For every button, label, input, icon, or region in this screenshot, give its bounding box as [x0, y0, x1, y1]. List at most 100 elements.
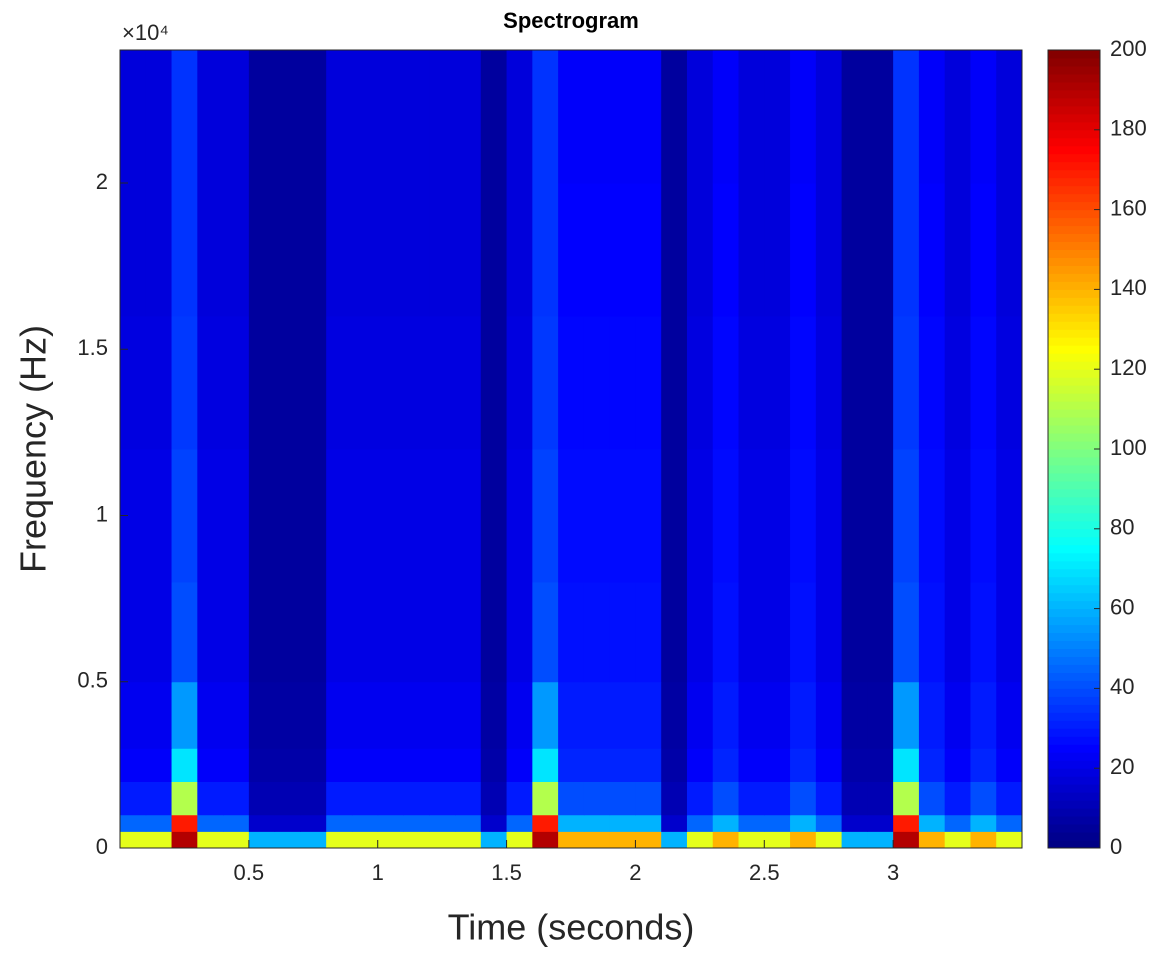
- spectrogram-cell: [300, 781, 327, 816]
- spectrogram-cell: [171, 316, 198, 450]
- spectrogram-cell: [223, 748, 250, 782]
- spectrogram-cell: [377, 50, 404, 184]
- spectrogram-cell: [403, 814, 430, 832]
- colorbar-swatch: [1048, 73, 1100, 83]
- spectrogram-cell: [609, 831, 636, 849]
- spectrogram-cell: [996, 50, 1023, 184]
- spectrogram-cell: [326, 316, 353, 450]
- spectrogram-cell: [480, 582, 508, 683]
- spectrogram-cell: [944, 183, 971, 317]
- colorbar-swatch: [1048, 185, 1100, 195]
- colorbar-swatch: [1048, 217, 1100, 227]
- colorbar-swatch: [1048, 776, 1100, 785]
- spectrogram-cell: [351, 316, 379, 450]
- colorbar-swatch: [1048, 600, 1100, 610]
- spectrogram-cell: [506, 814, 533, 832]
- spectrogram-cell: [583, 781, 611, 816]
- colorbar-tick-label: 140: [1110, 275, 1147, 300]
- colorbar-swatch: [1048, 816, 1100, 825]
- spectrogram-cell: [764, 831, 791, 849]
- spectrogram-cell: [609, 50, 636, 184]
- spectrogram-cell: [635, 582, 662, 683]
- spectrogram-cell: [300, 582, 327, 683]
- spectrogram-cell: [506, 50, 533, 184]
- colorbar-swatch: [1048, 488, 1100, 498]
- colorbar-tick-label: 120: [1110, 355, 1147, 380]
- spectrogram-cell: [918, 582, 946, 683]
- spectrogram-cell: [377, 316, 404, 450]
- spectrogram-cell: [377, 748, 404, 782]
- spectrogram-cell: [790, 814, 817, 832]
- spectrogram-cell: [970, 781, 997, 816]
- spectrogram-cell: [867, 831, 894, 849]
- spectrogram-cell: [197, 316, 224, 450]
- spectrogram-cell: [455, 814, 482, 832]
- colorbar-swatch: [1048, 560, 1100, 570]
- spectrogram-cell: [145, 449, 173, 583]
- spectrogram-cell: [790, 50, 817, 184]
- spectrogram-cell: [326, 183, 353, 317]
- spectrogram-cell: [815, 814, 843, 832]
- spectrogram-cell: [790, 781, 817, 816]
- spectrogram-cell: [712, 183, 740, 317]
- colorbar-swatch: [1048, 704, 1100, 713]
- spectrogram-cell: [661, 50, 688, 184]
- spectrogram-cell: [532, 831, 559, 849]
- spectrogram-cell: [790, 316, 817, 450]
- spectrogram-cell: [867, 748, 894, 782]
- colorbar-swatch: [1048, 648, 1100, 657]
- spectrogram-cell: [583, 316, 611, 450]
- spectrogram-cell: [918, 831, 946, 849]
- spectrogram-cell: [171, 183, 198, 317]
- spectrogram-cell: [867, 814, 894, 832]
- colorbar-swatch: [1048, 233, 1100, 243]
- y-tick-label: 1.5: [77, 335, 108, 360]
- spectrogram-cell: [223, 831, 250, 849]
- spectrogram-cell: [223, 814, 250, 832]
- spectrogram-cell: [764, 316, 791, 450]
- spectrogram-cell: [686, 748, 714, 782]
- spectrogram-cell: [326, 748, 353, 782]
- colorbar-swatch: [1048, 369, 1100, 378]
- colorbar-swatch: [1048, 265, 1100, 274]
- spectrogram-cell: [145, 316, 173, 450]
- spectrogram-cell: [480, 814, 508, 832]
- spectrogram-cell: [300, 681, 327, 749]
- spectrogram-cell: [944, 748, 971, 782]
- spectrogram-cell: [893, 814, 920, 832]
- colorbar-swatch: [1048, 50, 1100, 59]
- spectrogram-cell: [274, 781, 301, 816]
- spectrogram-cell: [790, 748, 817, 782]
- colorbar-swatch: [1048, 792, 1100, 801]
- spectrogram-cell: [661, 449, 688, 583]
- spectrogram-cell: [274, 748, 301, 782]
- colorbar-swatch: [1048, 385, 1100, 394]
- spectrogram-cell: [738, 681, 765, 749]
- colorbar-swatch: [1048, 289, 1100, 298]
- spectrogram-cell: [480, 50, 508, 184]
- spectrogram-cell: [403, 831, 430, 849]
- colorbar-swatch: [1048, 504, 1100, 514]
- spectrogram-cell: [120, 582, 147, 683]
- spectrogram-cell: [274, 831, 301, 849]
- spectrogram-cell: [377, 183, 404, 317]
- spectrogram-cell: [429, 316, 456, 450]
- spectrogram-cell: [738, 50, 765, 184]
- spectrogram-cell: [300, 183, 327, 317]
- spectrogram-cell: [351, 814, 379, 832]
- spectrogram-cell: [635, 814, 662, 832]
- spectrogram-cell: [197, 681, 224, 749]
- colorbar-swatch: [1048, 736, 1100, 745]
- spectrogram-cell: [377, 582, 404, 683]
- spectrogram-cell: [558, 449, 585, 583]
- colorbar-tick-label: 20: [1110, 754, 1134, 779]
- spectrogram-cell: [764, 814, 791, 832]
- spectrogram-cell: [841, 681, 868, 749]
- colorbar-swatch: [1048, 345, 1100, 354]
- spectrogram-cell: [171, 582, 198, 683]
- colorbar-swatch: [1048, 377, 1100, 386]
- x-tick-label: 1: [372, 860, 384, 885]
- spectrogram-cell: [944, 781, 971, 816]
- spectrogram-cell: [532, 316, 559, 450]
